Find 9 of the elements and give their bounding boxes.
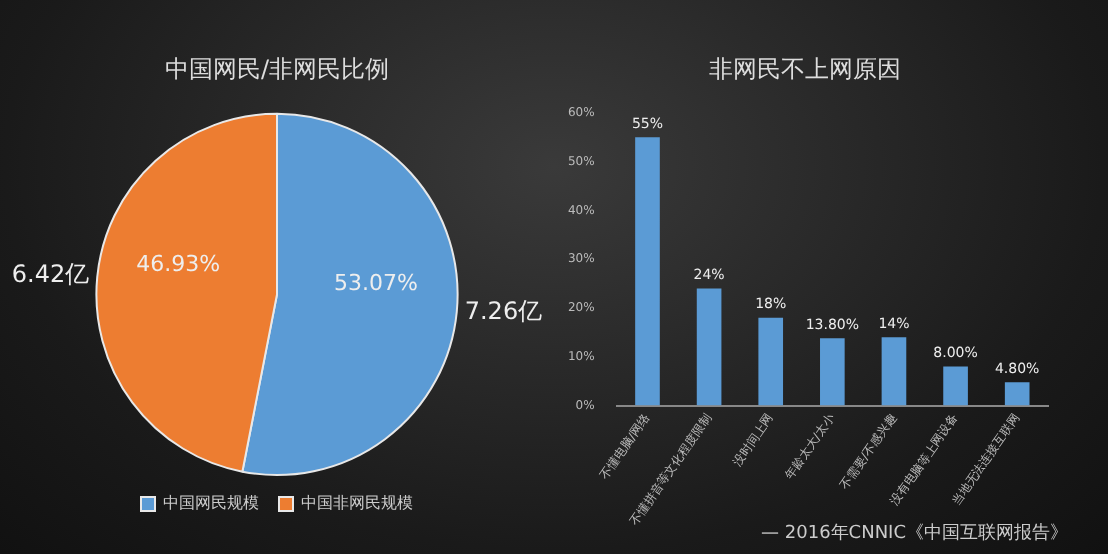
chart-title: 中国网民/非网民比例 <box>164 54 390 83</box>
data-label: 46.93% <box>136 250 221 277</box>
legend-label: 中国网民规模 <box>163 494 259 513</box>
text: 7.26亿 <box>464 296 543 325</box>
text: — 2016年CNNIC《中国互联网报告》 <box>761 521 1068 546</box>
chart-title: 非网民不上网原因 <box>709 54 901 83</box>
legend-label: 中国非网民规模 <box>301 494 413 513</box>
text: 6.42亿 <box>11 260 90 289</box>
data-label: 53.07% <box>333 269 418 296</box>
